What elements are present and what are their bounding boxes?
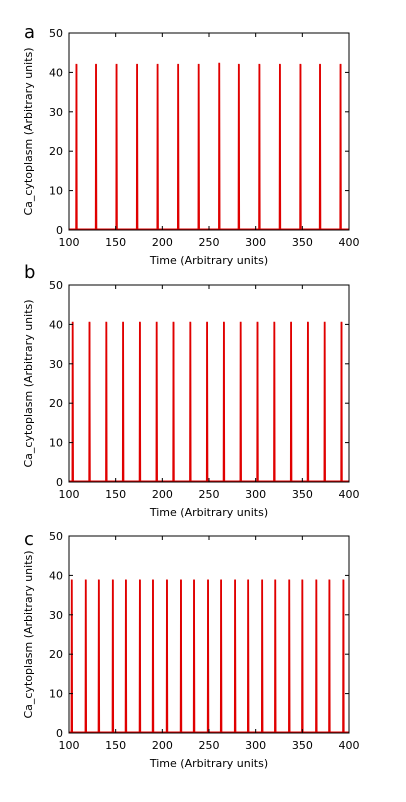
x-tick-label: 400 bbox=[339, 236, 360, 249]
y-tick-label: 20 bbox=[49, 397, 63, 410]
x-tick-label: 400 bbox=[339, 739, 360, 752]
y-tick-label: 30 bbox=[49, 106, 63, 119]
x-tick-label: 250 bbox=[199, 739, 220, 752]
plot-frame bbox=[68, 32, 350, 231]
x-tick-label: 150 bbox=[105, 488, 126, 501]
x-tick-label: 100 bbox=[59, 739, 80, 752]
panel-label: a bbox=[24, 22, 35, 43]
panel-label: c bbox=[24, 529, 34, 550]
x-tick-label: 350 bbox=[292, 236, 313, 249]
y-tick-label: 30 bbox=[49, 609, 63, 622]
y-tick-label: 50 bbox=[49, 27, 63, 40]
y-tick-label: 0 bbox=[56, 727, 63, 740]
x-tick-label: 350 bbox=[292, 488, 313, 501]
y-tick-label: 40 bbox=[49, 569, 63, 582]
x-tick-label: 300 bbox=[245, 236, 266, 249]
x-tick-label: 200 bbox=[152, 488, 173, 501]
y-tick-label: 50 bbox=[49, 530, 63, 543]
y-tick-label: 40 bbox=[49, 66, 63, 79]
series-line bbox=[69, 321, 349, 482]
y-tick-label: 40 bbox=[49, 318, 63, 331]
y-tick-label: 10 bbox=[49, 185, 63, 198]
x-axis-label: Time (Arbitrary units) bbox=[149, 506, 268, 519]
series-line bbox=[69, 62, 349, 230]
y-tick-label: 20 bbox=[49, 145, 63, 158]
y-tick-label: 10 bbox=[49, 688, 63, 701]
chart-panel-c: c 100 150 200 250 300 350 400 0 10 20 30 40 50 Time (A… bbox=[22, 529, 360, 770]
y-tick-label: 0 bbox=[56, 224, 63, 237]
x-tick-label: 200 bbox=[152, 236, 173, 249]
x-tick-label: 100 bbox=[59, 488, 80, 501]
y-axis-label: Ca_cytoplasm (Arbitrary units) bbox=[22, 47, 35, 215]
x-tick-label: 250 bbox=[199, 236, 220, 249]
chart-panel-b: b 100 150 200 250 300 350 400 0 10 20 30 40 50 Time (A… bbox=[22, 262, 360, 519]
y-tick-label: 50 bbox=[49, 279, 63, 292]
y-tick-label: 0 bbox=[56, 476, 63, 489]
x-tick-label: 150 bbox=[105, 739, 126, 752]
y-tick-label: 10 bbox=[49, 437, 63, 450]
x-tick-label: 300 bbox=[245, 739, 266, 752]
y-axis-label: Ca_cytoplasm (Arbitrary units) bbox=[22, 299, 35, 467]
x-tick-label: 150 bbox=[105, 236, 126, 249]
x-tick-label: 350 bbox=[292, 739, 313, 752]
y-tick-label: 30 bbox=[49, 358, 63, 371]
series-line bbox=[69, 579, 349, 733]
x-tick-label: 300 bbox=[245, 488, 266, 501]
x-tick-label: 200 bbox=[152, 739, 173, 752]
panel-label: b bbox=[24, 262, 35, 283]
x-axis-label: Time (Arbitrary units) bbox=[149, 757, 268, 770]
chart-panel-a: a 100 150 200 250 300 350 400 0 10 20 30 40 50 Time (A… bbox=[22, 22, 360, 267]
x-tick-label: 400 bbox=[339, 488, 360, 501]
y-axis-label: Ca_cytoplasm (Arbitrary units) bbox=[22, 550, 35, 718]
x-tick-label: 250 bbox=[199, 488, 220, 501]
x-axis-label: Time (Arbitrary units) bbox=[149, 254, 268, 267]
y-tick-label: 20 bbox=[49, 648, 63, 661]
x-tick-label: 100 bbox=[59, 236, 80, 249]
